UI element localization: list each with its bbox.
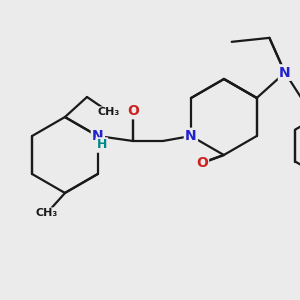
Text: CH₃: CH₃ [98, 107, 120, 117]
Text: N: N [279, 66, 291, 80]
Text: N: N [92, 129, 104, 143]
Text: H: H [97, 139, 107, 152]
Text: O: O [196, 156, 208, 170]
Text: O: O [127, 104, 139, 118]
Text: N: N [185, 129, 197, 143]
Text: CH₃: CH₃ [36, 208, 58, 218]
